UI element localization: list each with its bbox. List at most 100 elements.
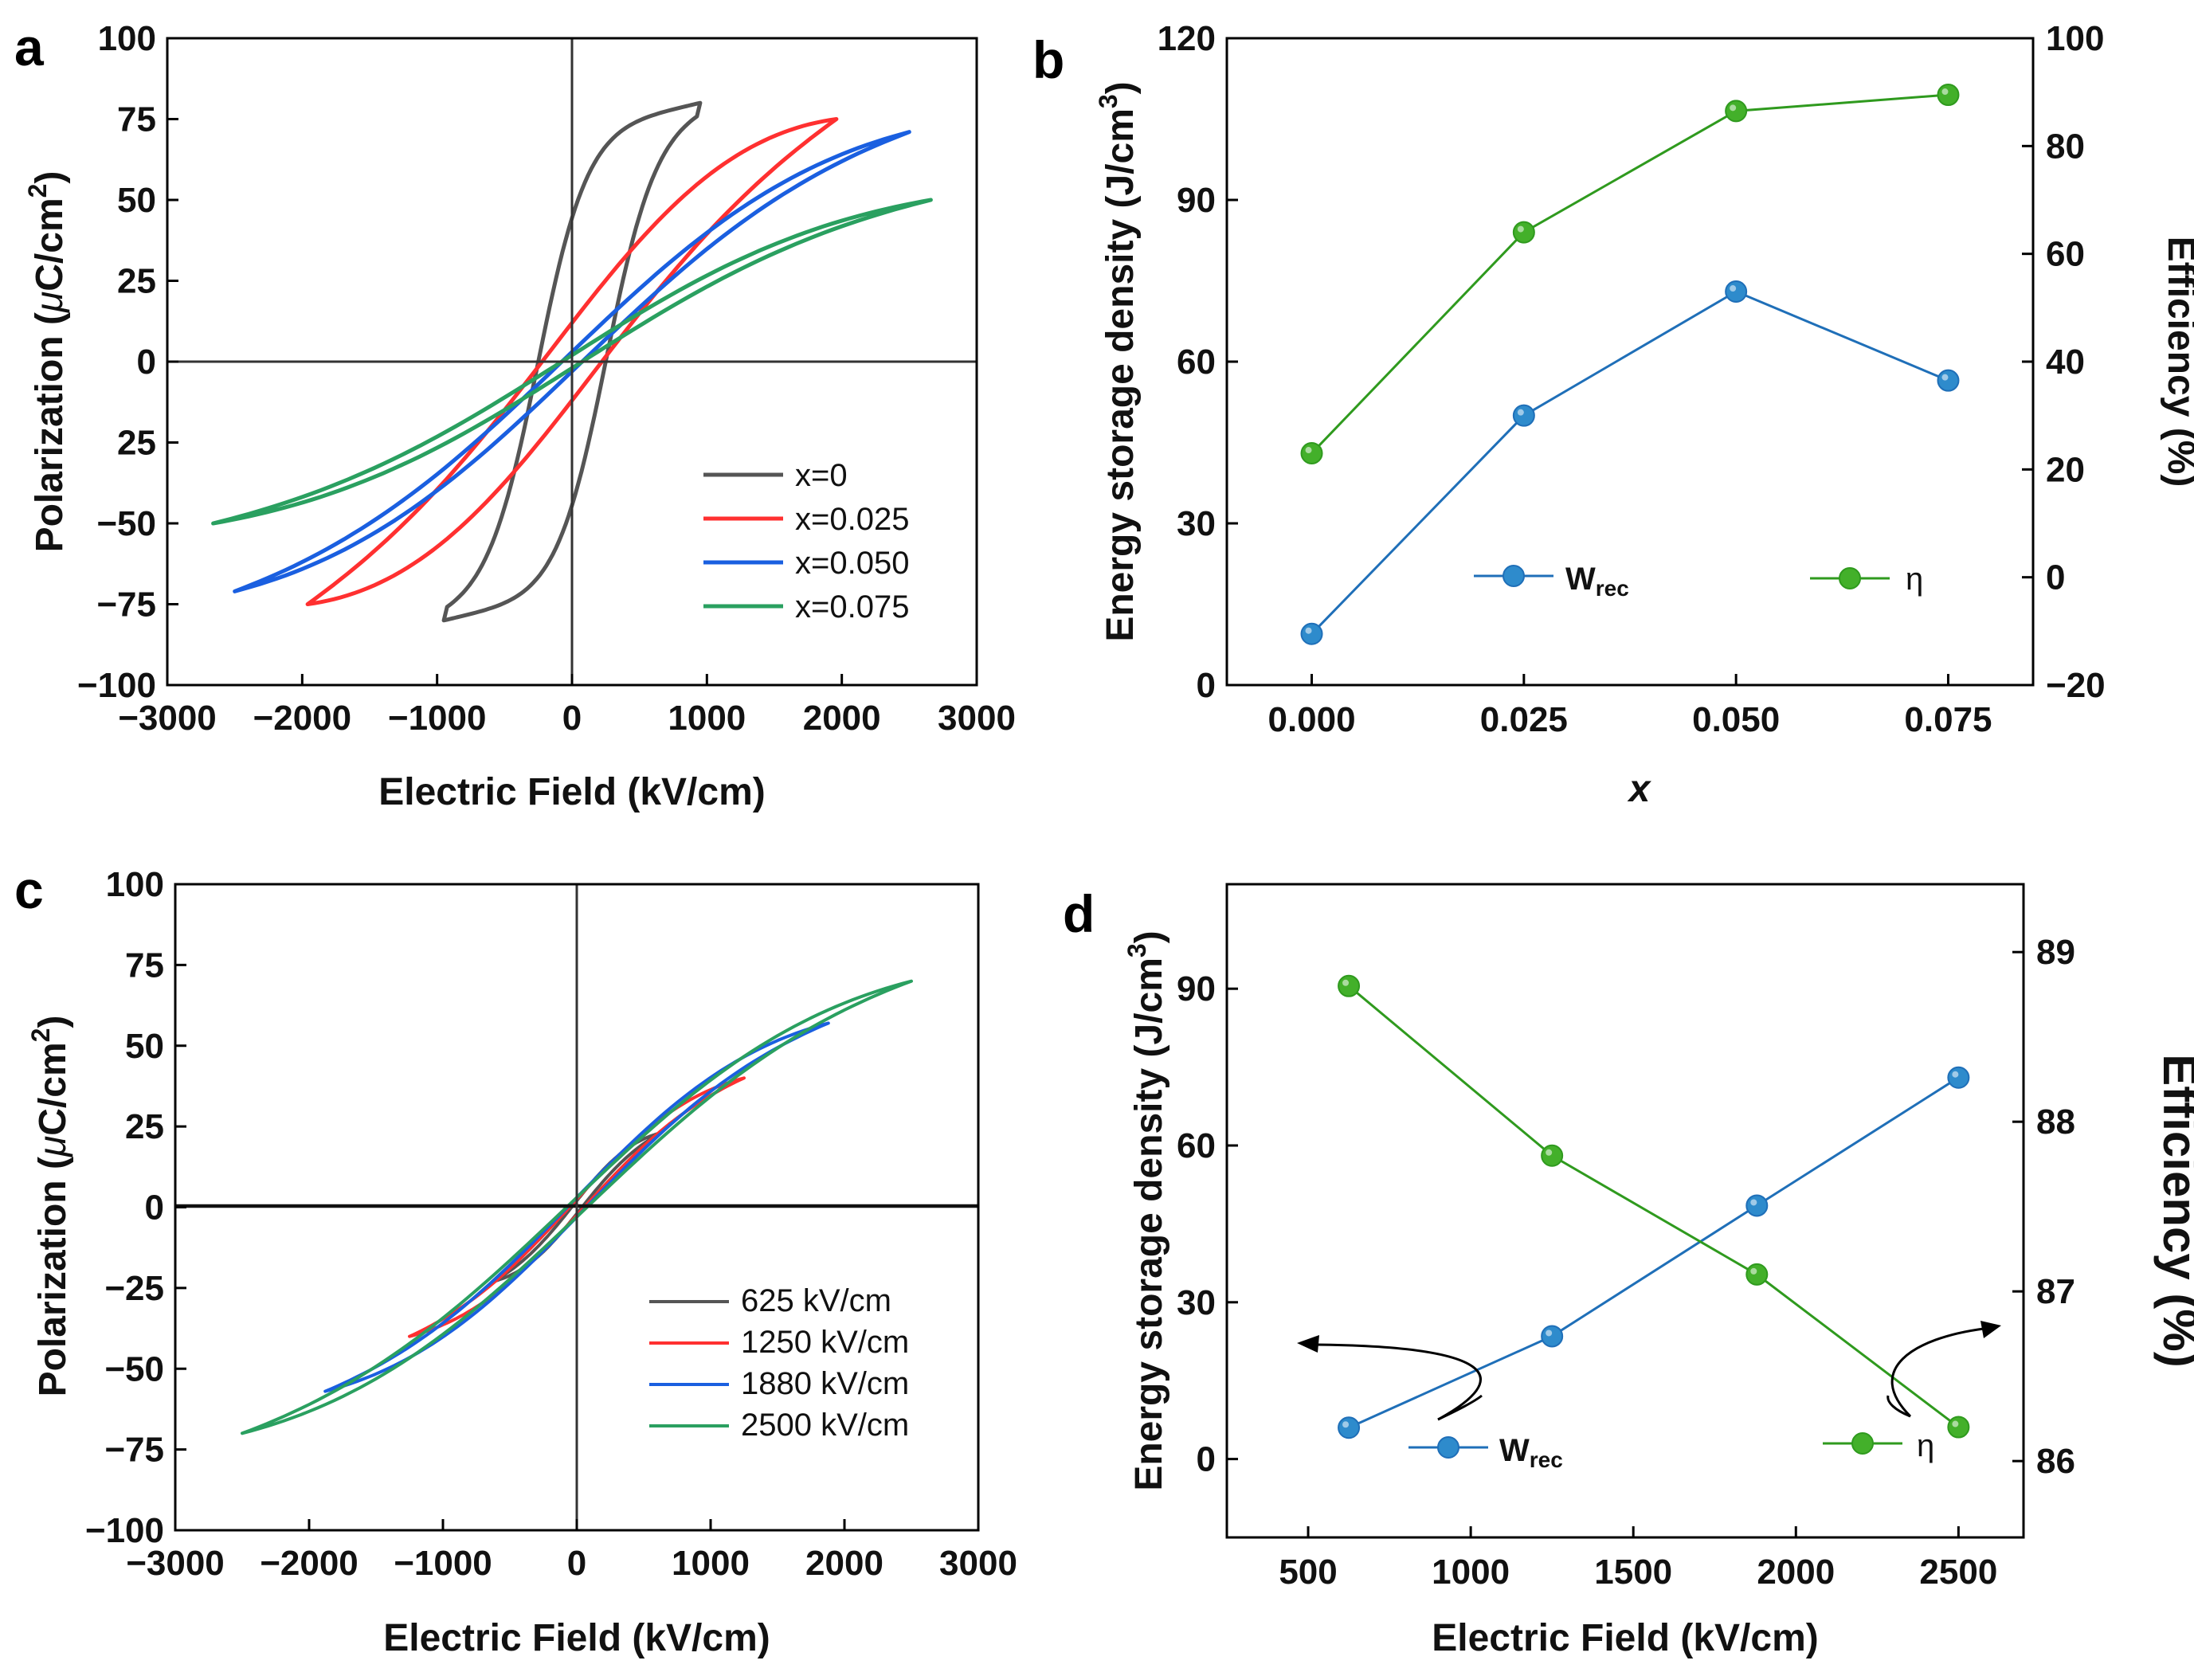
a-xtick-label-2: −1000 [388, 699, 487, 738]
d-point-0-1 [1541, 1325, 1564, 1348]
a-ylab-p2: C/cm [29, 198, 71, 291]
c-ytick-label-4: 0 [145, 1189, 164, 1228]
panel-d: d 500 1000 1500 2000 2500 0 30 60 90 86 87 88 89 Ele… [1063, 883, 2194, 1659]
a-ylab-sup: 2 [23, 184, 52, 198]
b-xtick-label-2: 0.050 [1692, 700, 1780, 739]
a-xtick-label-4: 1000 [668, 699, 746, 738]
b-point-shine-1-0 [1305, 447, 1312, 454]
c-ylab-mu: μ [32, 1136, 74, 1158]
d-series-line-0 [1348, 1076, 1960, 1429]
b-ytick-label-3: 90 [1177, 181, 1216, 220]
d-point-shine-0-0 [1342, 1421, 1350, 1428]
a-xtick-label-5: 2000 [803, 699, 881, 738]
panel-label-c: c [14, 860, 44, 919]
a-xtick-label-0: −3000 [118, 699, 217, 738]
panel-label-b: b [1032, 30, 1064, 89]
d-legend-label-w: Wrec [1499, 1433, 1563, 1472]
a-y-axis-title: Polarization (μC/cm2) [23, 171, 71, 553]
d-series-line-1 [1348, 985, 1960, 1428]
d-point-1-1 [1541, 1144, 1564, 1167]
d-legend-marker-w [1437, 1436, 1459, 1459]
b-point-1-1 [1512, 221, 1535, 244]
c-x-axis-title: Electric Field (kV/cm) [383, 1617, 770, 1659]
d-point-shine-1-3 [1952, 1420, 1959, 1427]
b-x-axis-title: x [1627, 768, 1652, 810]
b-xtick-label-1: 0.025 [1480, 700, 1568, 739]
b-ytick-label-1: 30 [1177, 504, 1216, 543]
c-xtick-label-0: −3000 [126, 1544, 225, 1583]
d-point-0-0 [1338, 1416, 1361, 1439]
panel-b: b 0.000 0.025 0.050 0.075 0 30 60 90 120 −20 0 20 40… [1032, 19, 2194, 810]
panel-label-a: a [14, 18, 45, 76]
b-point-shine-1-3 [1941, 88, 1949, 96]
d-arrow-right-head [1980, 1321, 2001, 1338]
d-ytick-label-0: 0 [1197, 1440, 1216, 1479]
c-ytick-label-2: −50 [104, 1349, 164, 1388]
c-xtick-label-5: 2000 [805, 1544, 883, 1583]
d-arrow-right [1890, 1327, 1984, 1418]
b-ticks: 0.000 0.025 0.050 0.075 0 30 60 90 120 −20 0 20 40 60… [1158, 19, 2106, 739]
a-legend-label-1: x=0.025 [795, 502, 909, 537]
a-legend-label-2: x=0.050 [795, 546, 909, 581]
a-ytick-label-6: 50 [117, 181, 156, 220]
a-ytick-label-7: 75 [117, 100, 156, 139]
a-xtick-label-3: 0 [562, 699, 582, 738]
d-legend-w-sub: rec [1530, 1447, 1563, 1472]
b-legend-marker-eta [1839, 567, 1861, 589]
c-ytick-label-3: −25 [104, 1269, 164, 1308]
a-ytick-label-4: 0 [137, 343, 156, 382]
b-point-1-2 [1725, 100, 1748, 123]
d-point-1-3 [1947, 1416, 1970, 1439]
d-legend-marker-eta [1851, 1432, 1874, 1455]
d-arrow-left [1314, 1343, 1482, 1421]
a-ylab-mu: μ [29, 292, 71, 314]
c-ytick-label-6: 50 [125, 1027, 164, 1066]
d-ylab-sup: 3 [1122, 943, 1151, 957]
a-xtick-label-6: 3000 [938, 699, 1016, 738]
d-ticks: 500 1000 1500 2000 2500 0 30 60 90 86 87 88 89 [1177, 933, 2075, 1592]
c-legend: 625 kV/cm 1250 kV/cm 1880 kV/cm 2500 kV/… [649, 1283, 909, 1443]
d-y2tick-label-2: 88 [2036, 1102, 2075, 1142]
d-y2tick-label-0: 86 [2036, 1442, 2075, 1481]
b-point-1-3 [1937, 84, 1960, 107]
c-legend-label-3: 2500 kV/cm [741, 1408, 909, 1443]
b-ytick-label-0: 0 [1197, 666, 1216, 705]
b-point-0-3 [1937, 369, 1960, 392]
a-ylab-p3: ) [29, 171, 71, 184]
b-legend-w: W [1565, 562, 1596, 597]
c-loop-3 [241, 979, 913, 1435]
b-point-shine-0-1 [1517, 409, 1524, 416]
d-xtick-label-0: 500 [1279, 1553, 1337, 1592]
c-ylab-p2: C/cm [32, 1042, 74, 1135]
d-y2-axis-title: Efficiency (%) [2153, 1054, 2194, 1367]
panel-a: a −3000 −2000 −1000 0 1000 2000 3000−100−75−50… [14, 18, 1016, 813]
a-xtick-label-1: −2000 [253, 699, 352, 738]
d-ytick-label-1: 30 [1177, 1283, 1216, 1322]
c-ytick-label-8: 100 [106, 865, 164, 904]
c-xtick-label-4: 1000 [672, 1544, 750, 1583]
d-legend-label-eta: η [1917, 1428, 1934, 1463]
b-legend-w-sub: rec [1596, 576, 1629, 601]
b-point-shine-0-0 [1305, 627, 1312, 634]
d-plot-frame [1225, 883, 2025, 1539]
b-point-shine-1-1 [1517, 225, 1524, 233]
b-point-shine-0-3 [1941, 374, 1949, 381]
a-ytick-label-8: 100 [98, 19, 156, 58]
a-legend-label-3: x=0.075 [795, 589, 909, 625]
b-series-line-1 [1311, 93, 1949, 455]
b-ytick-label-4: 120 [1158, 19, 1216, 58]
d-x-axis-title: Electric Field (kV/cm) [1432, 1617, 1819, 1659]
a-legend: x=0 x=0.025 x=0.050 x=0.075 [703, 458, 909, 625]
d-xtick-label-2: 1500 [1594, 1553, 1672, 1592]
d-series [1338, 974, 1970, 1439]
c-ytick-label-1: −75 [104, 1431, 164, 1470]
d-point-shine-0-3 [1952, 1071, 1959, 1078]
b-ylab-p1: Energy storage density (J/cm [1099, 108, 1142, 642]
c-y-axis-title: Polarization (μC/cm2) [26, 1016, 74, 1397]
b-y2tick-label-1: 0 [2046, 558, 2065, 597]
a-loops [211, 100, 933, 623]
c-ylab-p3: ) [32, 1016, 74, 1028]
d-point-shine-0-2 [1750, 1199, 1757, 1206]
a-legend-label-0: x=0 [795, 458, 848, 493]
